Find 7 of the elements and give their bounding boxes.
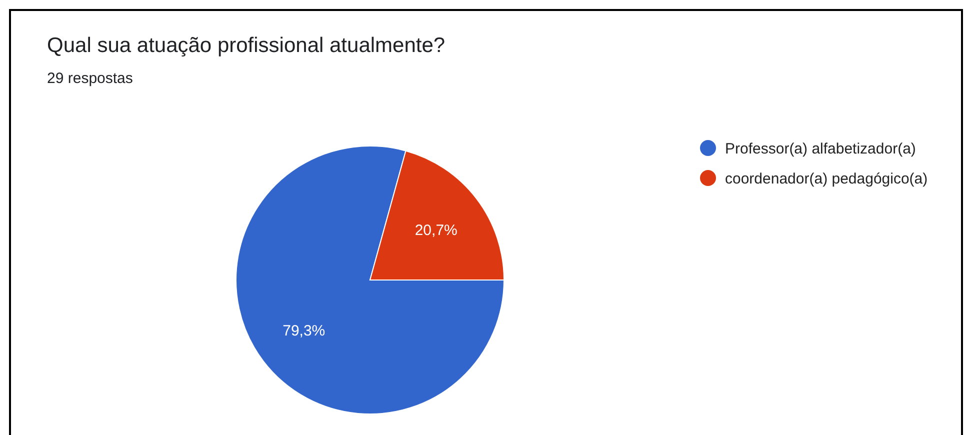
chart-title: Qual sua atuação profissional atualmente? xyxy=(47,34,446,57)
legend-label: coordenador(a) pedagógico(a) xyxy=(725,170,928,188)
legend-label: Professor(a) alfabetizador(a) xyxy=(725,140,916,158)
data-label: 79,3% xyxy=(282,322,326,340)
pie-slice xyxy=(236,146,504,414)
text: 29 respostas xyxy=(47,70,133,87)
data-label: 20,7% xyxy=(414,222,458,239)
